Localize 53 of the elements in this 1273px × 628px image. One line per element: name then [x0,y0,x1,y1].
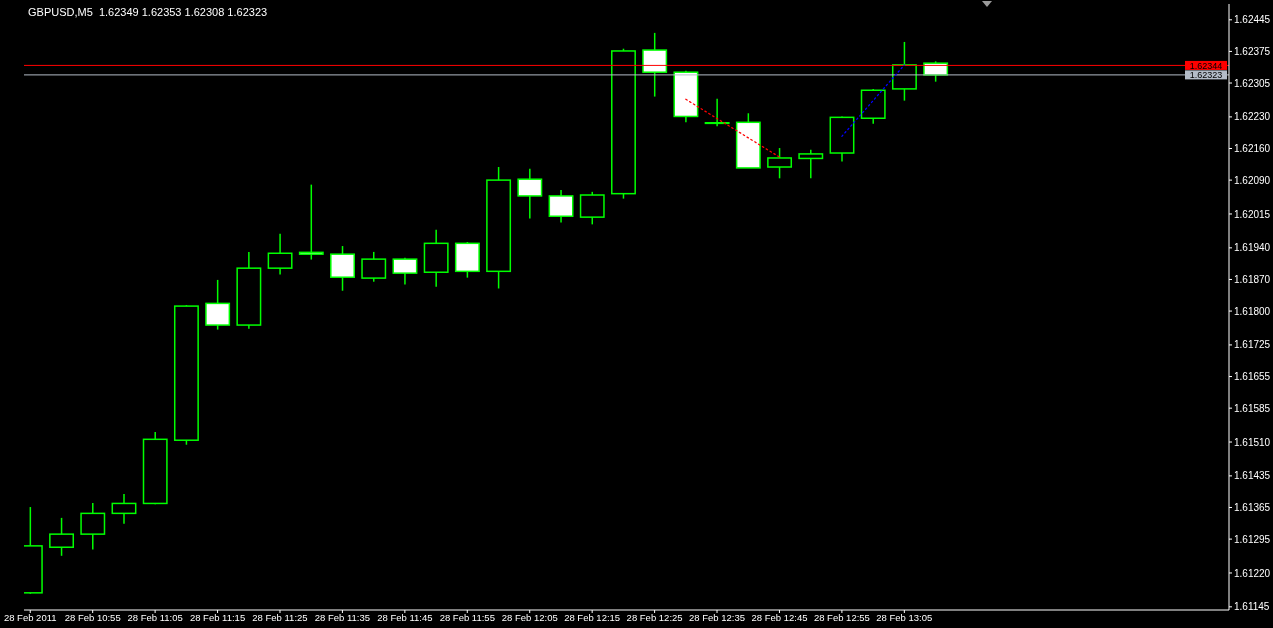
x-tick-label: 28 Feb 12:05 [501,611,558,623]
chart-title: GBPUSD,M5 1.62349 1.62353 1.62308 1.62323 [28,6,268,19]
candlestick [798,149,824,180]
y-tick-label: 1.61510 [1234,436,1271,448]
candlestick [517,168,543,220]
candlestick [298,183,324,261]
x-tick-label: 28 Feb 12:35 [689,611,746,623]
candlestick [579,191,605,226]
y-tick-label: 1.62305 [1234,77,1271,89]
y-tick-label: 1.61295 [1234,533,1271,545]
y-tick-label: 1.61145 [1234,601,1270,613]
x-tick-label: 28 Feb 11:25 [252,611,308,623]
candlestick [267,233,293,276]
y-tick-label: 1.62445 [1234,14,1271,26]
candlestick [704,98,730,128]
x-tick-label: 28 Feb 12:15 [564,611,621,623]
x-tick-label: 28 Feb 12:45 [751,611,808,623]
y-tick-label: 1.61655 [1234,371,1271,383]
candlestick [642,32,668,98]
candlestick [392,257,418,286]
x-tick-label: 28 Feb 10:55 [64,611,121,623]
y-tick-label: 1.61435 [1234,470,1271,482]
x-tick-label: 28 Feb 13:05 [876,611,933,623]
y-tick-label: 1.61585 [1234,402,1271,414]
x-tick-label: 28 Feb 11:55 [439,611,495,623]
x-tick-label: 28 Feb 11:35 [314,611,371,623]
y-tick-label: 1.62015 [1234,208,1271,220]
x-tick-label: 28 Feb 12:55 [813,611,870,623]
y-tick-label: 1.62375 [1234,45,1271,57]
candlestick [205,279,231,331]
y-tick-label: 1.61940 [1234,242,1271,254]
y-tick-label: 1.61870 [1234,274,1271,285]
x-tick-label: 28 Feb 2011 [3,611,57,623]
candlestick [49,517,75,557]
y-tick-label: 1.62230 [1234,111,1271,123]
candlestick [548,189,574,224]
y-tick-label: 1.61725 [1234,339,1271,351]
x-tick-label: 28 Feb 11:05 [127,611,183,623]
y-tick-label: 1.61800 [1234,305,1271,317]
x-tick-label: 28 Feb 11:45 [377,611,433,623]
y-tick-label: 1.62160 [1234,143,1271,155]
y-tick-label: 1.62090 [1234,174,1271,186]
y-tick-label: 1.61365 [1234,502,1271,514]
candlestick [361,251,387,283]
candlestick [80,502,106,551]
ref-line-label: 1.62344 [1189,60,1223,71]
ref-line-label: 1.62323 [1189,70,1223,81]
candlestick [767,147,793,180]
candlestick [111,493,137,525]
x-tick-label: 28 Feb 12:25 [626,611,683,623]
x-tick-label: 28 Feb 11:15 [189,611,246,623]
candlestick [330,245,355,292]
y-tick-label: 1.61220 [1234,567,1271,579]
